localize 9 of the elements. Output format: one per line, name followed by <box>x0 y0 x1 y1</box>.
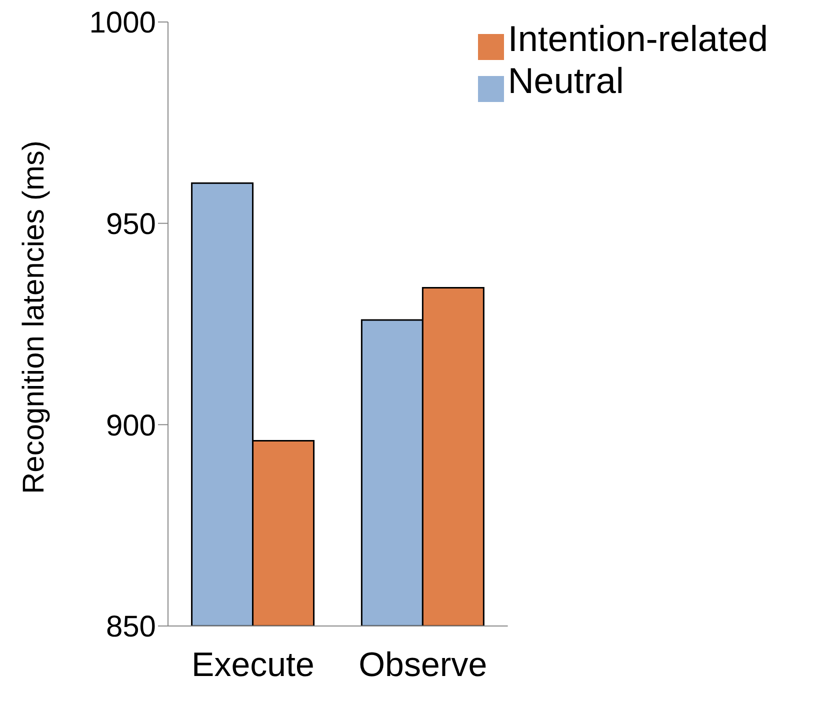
legend-label: Neutral <box>508 60 624 101</box>
y-axis-title: Recognition latencies (ms) <box>18 140 51 494</box>
y-tick-label: 850 <box>106 610 156 644</box>
y-tick-label: 950 <box>106 208 156 241</box>
y-tick-label: 1000 <box>89 6 156 40</box>
legend-label: Intention-related <box>508 18 768 59</box>
y-tick-label: 900 <box>106 409 156 442</box>
x-tick-label: Observe <box>358 646 488 684</box>
x-tick-label: Execute <box>192 646 314 684</box>
